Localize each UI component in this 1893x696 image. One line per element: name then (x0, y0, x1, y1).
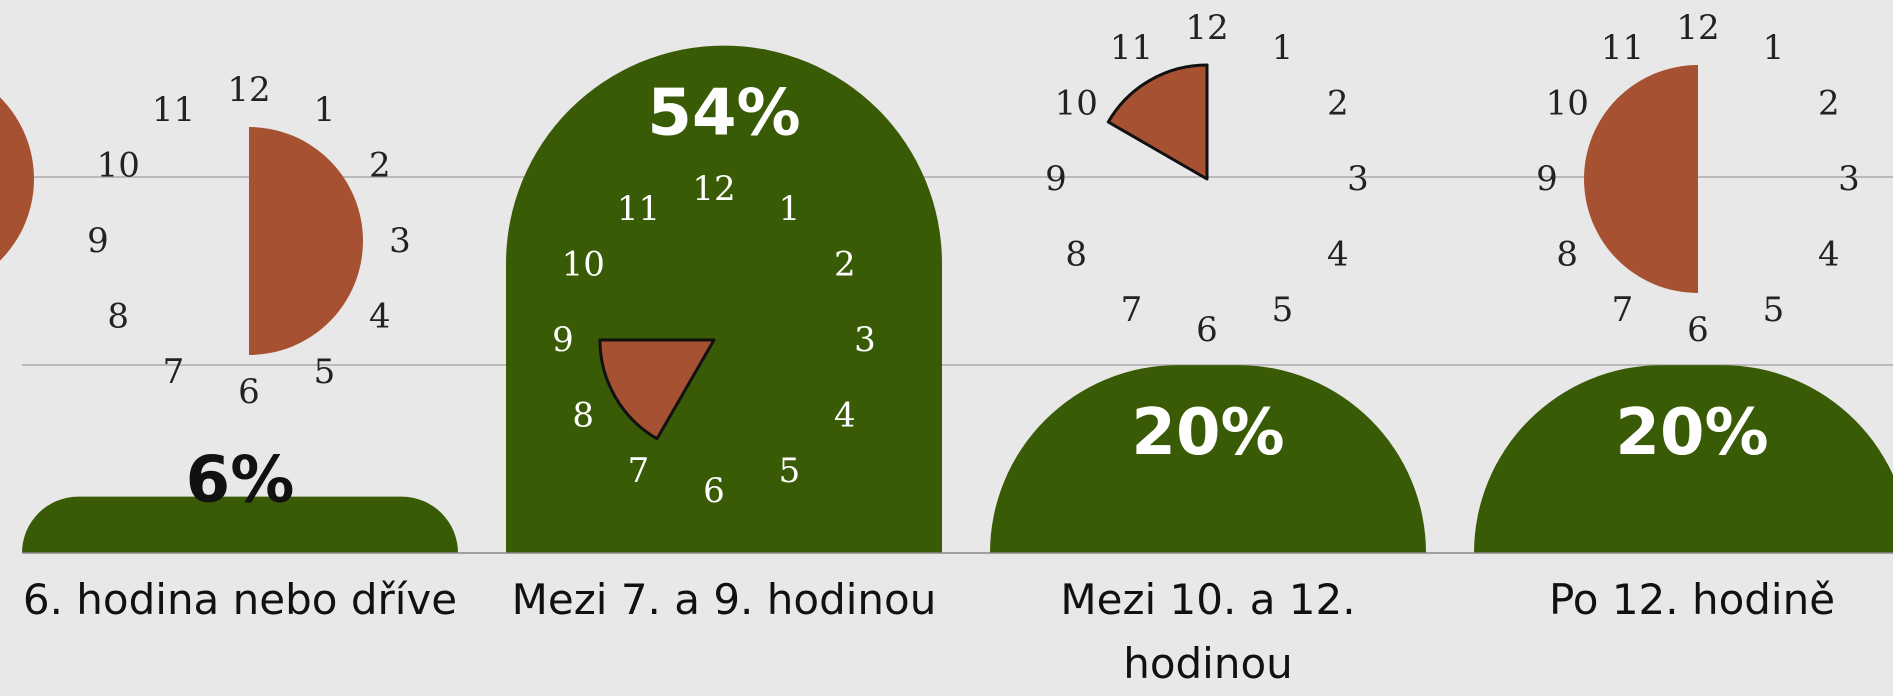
clock-number: 3 (854, 320, 876, 360)
bar (990, 365, 1426, 553)
clock-wedge (249, 127, 363, 355)
clock-number: 4 (369, 297, 391, 337)
clock-number: 12 (1185, 8, 1228, 48)
clock-wedge (1106, 63, 1209, 181)
clock-wedge (598, 338, 716, 441)
clock-number: 8 (1556, 235, 1578, 275)
bar (22, 496, 458, 553)
partial-clock-wedge (0, 97, 34, 261)
bar (506, 45, 942, 553)
clock-number: 10 (562, 245, 605, 285)
clock-number: 11 (1110, 28, 1153, 68)
clock-number: 6 (238, 372, 260, 412)
clock-number: 8 (107, 297, 129, 337)
clock-number: 9 (87, 221, 109, 261)
clock-number: 4 (834, 396, 856, 436)
category-label: Mezi 10. a 12. hodinou (1060, 575, 1356, 688)
clock-number: 1 (314, 90, 336, 130)
value-label: 20% (1615, 396, 1768, 470)
category-label: 6. hodina nebo dříve (22, 575, 458, 624)
value-label: 6% (186, 444, 295, 518)
clock-number: 6 (703, 471, 725, 511)
clock-number: 5 (1272, 290, 1294, 330)
clock-number: 3 (389, 221, 411, 261)
clock-number: 1 (1763, 28, 1785, 68)
clock-wedge (1584, 65, 1698, 293)
clock-number: 10 (1546, 84, 1589, 124)
clock-number: 5 (314, 352, 336, 392)
clock-number: 1 (779, 189, 801, 229)
clock-number: 8 (572, 396, 594, 436)
clock-number: 11 (617, 189, 660, 229)
clock-number: 7 (1121, 290, 1143, 330)
clock-number: 6 (1687, 310, 1709, 350)
clock-number: 4 (1327, 235, 1349, 275)
clock-number: 3 (1838, 159, 1860, 199)
clock-number: 5 (1763, 290, 1785, 330)
clock-number: 8 (1065, 235, 1087, 275)
clock-number: 11 (1601, 28, 1644, 68)
clock-number: 2 (1327, 84, 1349, 124)
clock-number: 2 (369, 146, 391, 186)
category-label: Mezi 7. a 9. hodinou (511, 575, 937, 624)
clock-number: 10 (1055, 84, 1098, 124)
clock-number: 7 (1612, 290, 1634, 330)
clock-number: 12 (1676, 8, 1719, 48)
category-label: Po 12. hodině (1548, 575, 1836, 624)
clock-number: 9 (1536, 159, 1558, 199)
clock-number: 9 (1045, 159, 1067, 199)
clock-number: 11 (152, 90, 195, 130)
clock-number: 7 (163, 352, 185, 392)
clock-number: 1 (1272, 28, 1294, 68)
clock-number: 4 (1818, 235, 1840, 275)
clock-number: 6 (1196, 310, 1218, 350)
bar (1474, 365, 1893, 553)
value-label: 54% (647, 77, 800, 151)
clock-number: 2 (834, 245, 856, 285)
clock-number: 12 (227, 70, 270, 110)
clock-number: 10 (97, 146, 140, 186)
clock-number: 7 (628, 451, 650, 491)
clock-number: 5 (779, 451, 801, 491)
clock-number: 3 (1347, 159, 1369, 199)
clock-number: 9 (552, 320, 574, 360)
clock-number: 12 (692, 169, 735, 209)
value-label: 20% (1131, 396, 1284, 470)
clock-number: 2 (1818, 84, 1840, 124)
